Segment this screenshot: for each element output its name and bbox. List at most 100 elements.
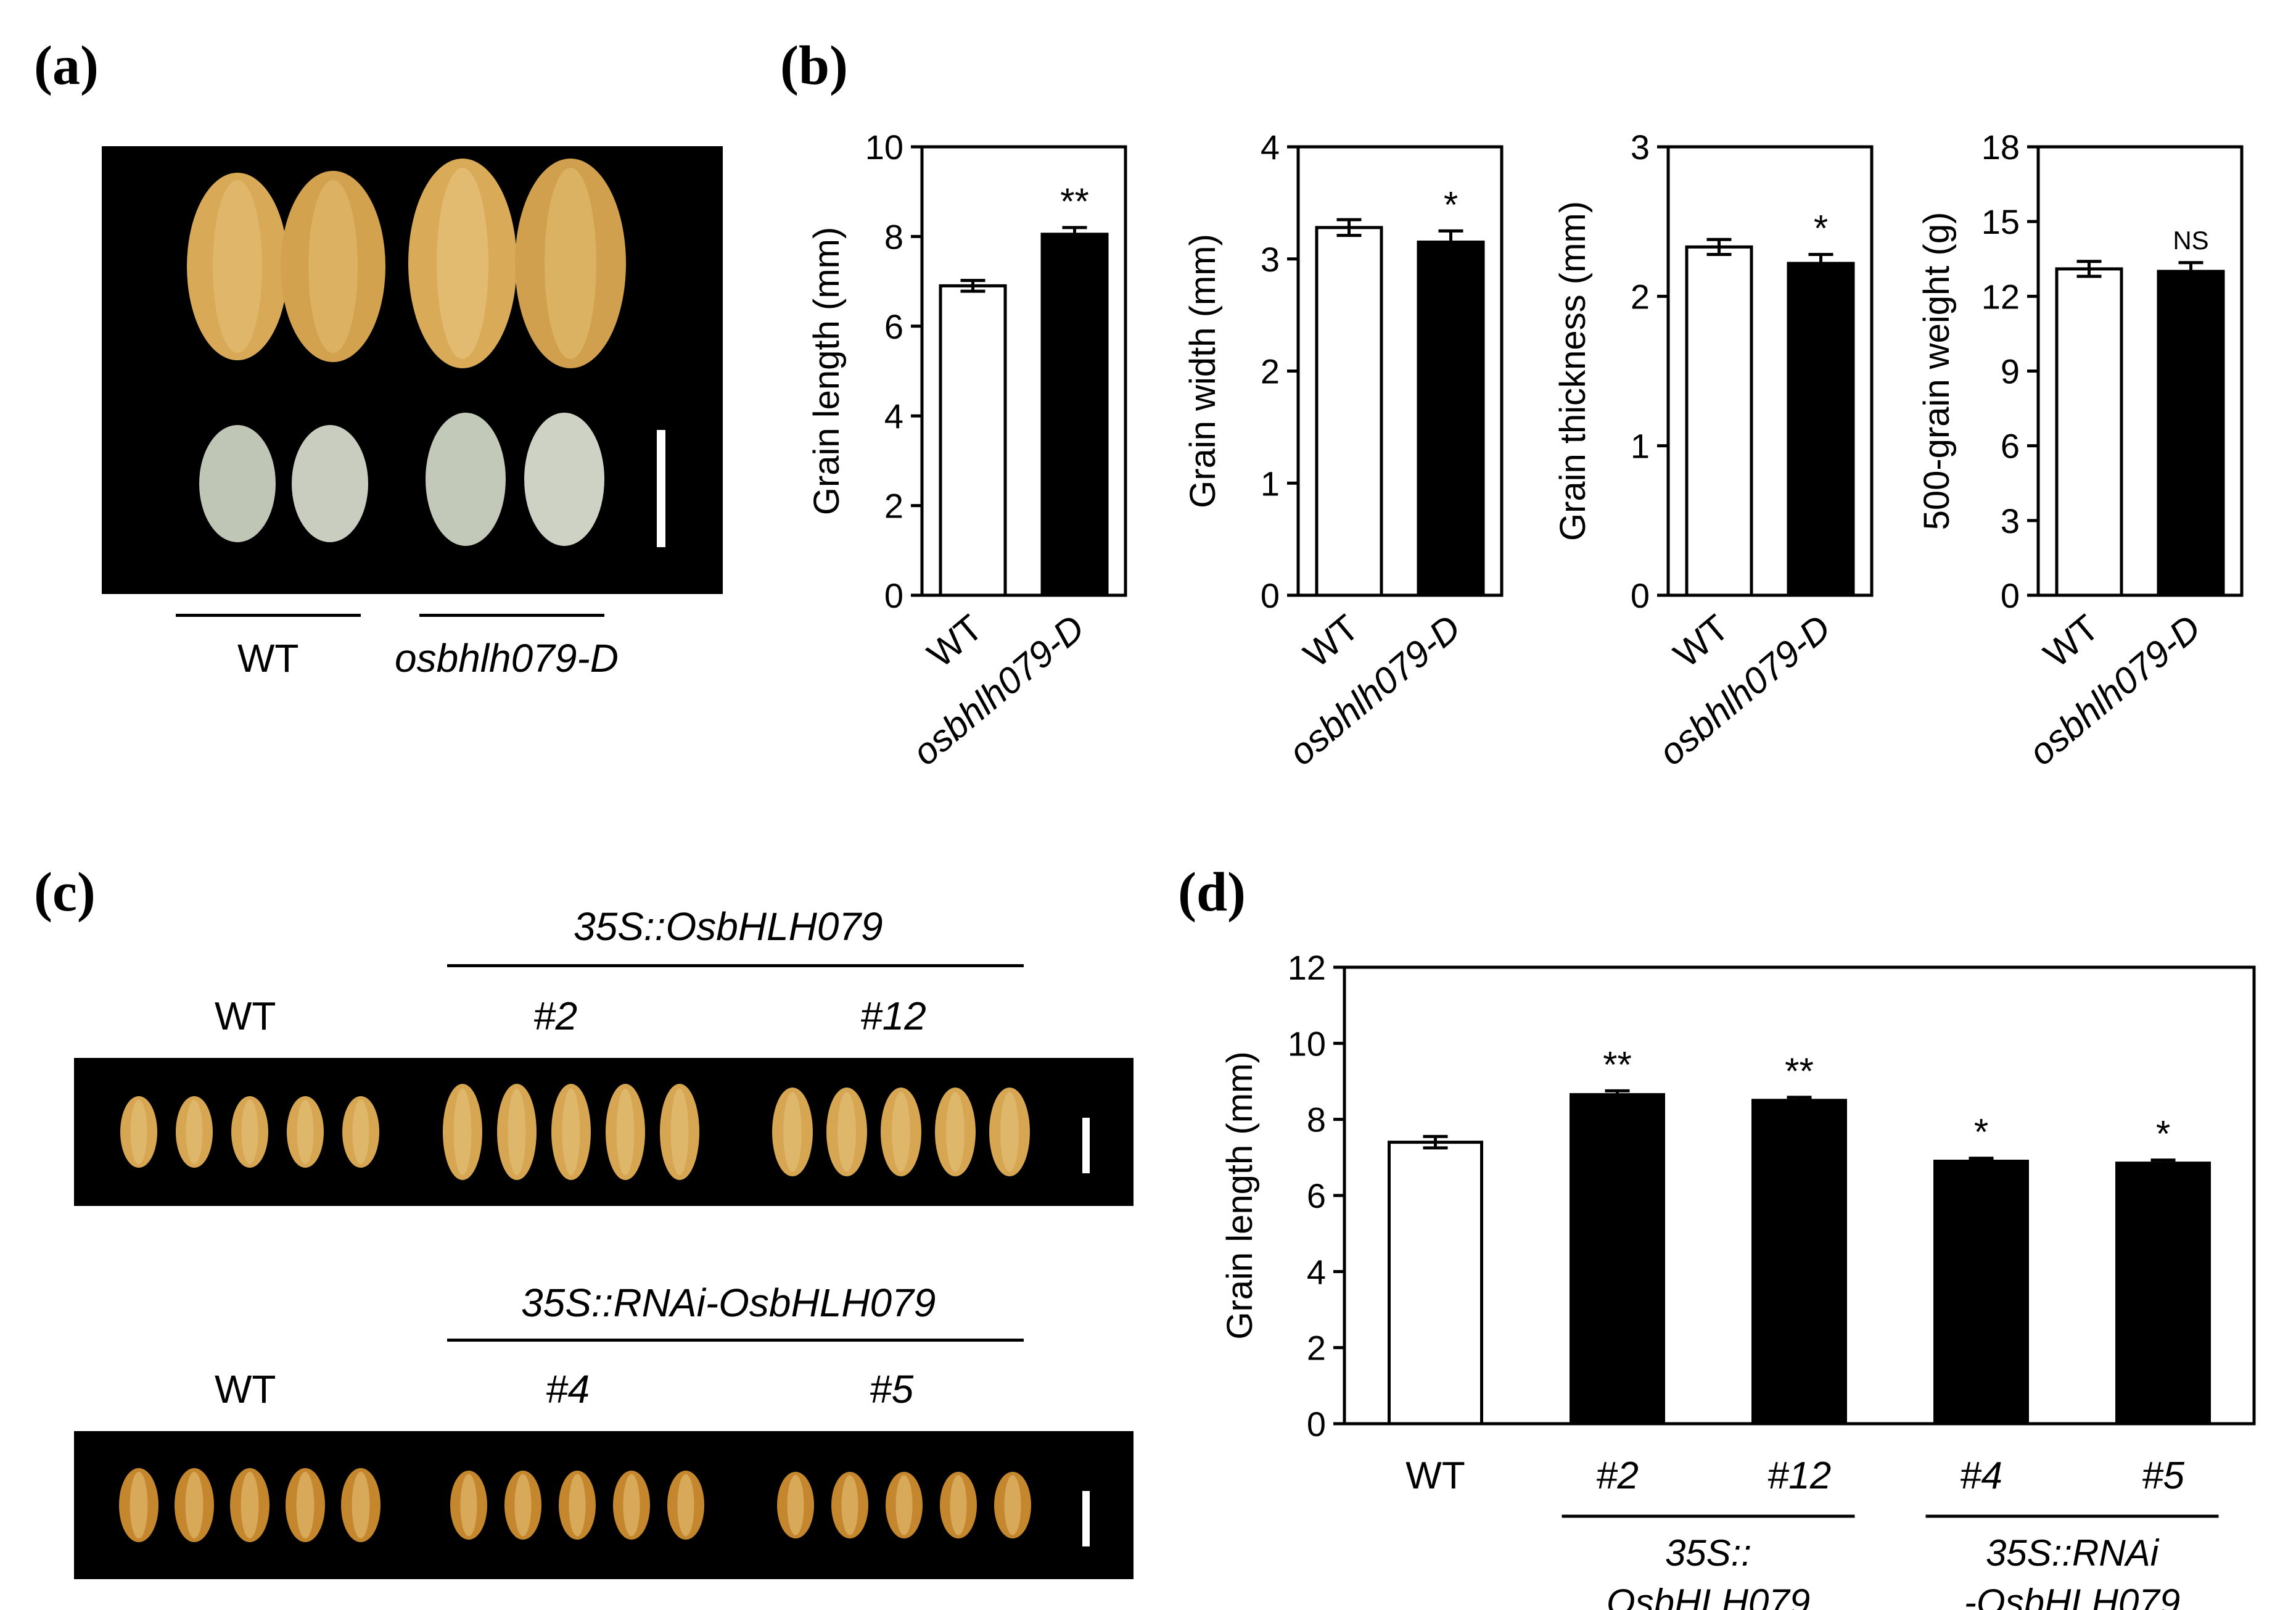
grain-highlight — [352, 1472, 370, 1538]
y-tick-label: 4 — [1261, 128, 1280, 167]
grain-highlight — [783, 1092, 802, 1172]
y-tick-label: 8 — [884, 217, 903, 256]
chart-transgenic-grain-length: 0 2 4 6 8 10 12 Grain length (mm) WT ** #2 ** #12 * #4… — [1220, 948, 2256, 1610]
grain-highlight — [895, 1475, 913, 1535]
panel-c-label: (c) — [34, 862, 96, 923]
chart-grain-thickness: 0 1 2 3 Grain thickness (mm) WT * osbhlh079-D — [1553, 128, 1874, 774]
scale-bar — [657, 430, 665, 547]
grain-highlight — [892, 1092, 910, 1172]
mutant-caption-a: osbhlh079-D — [395, 636, 619, 680]
y-tick-label: 3 — [1631, 128, 1650, 167]
y-tick-label: 12 — [1981, 277, 2020, 316]
y-tick-label: 0 — [2001, 576, 2020, 615]
x-tick-label: WT — [920, 607, 990, 675]
grain-highlight — [569, 1474, 586, 1537]
y-tick-label: 2 — [1261, 352, 1280, 391]
bar — [1685, 245, 1753, 597]
rnai-line-4-label: #4 — [546, 1367, 590, 1411]
significance-label: * — [1814, 207, 1828, 249]
grain-highlight — [562, 1088, 580, 1176]
panel-a-label: (a) — [34, 35, 99, 96]
wt-label-c-bottom: WT — [215, 1367, 276, 1411]
bar — [1751, 1099, 1847, 1426]
grain-highlight — [186, 1099, 203, 1165]
bar — [1388, 1141, 1483, 1426]
group-label-rnai-line1: 35S::RNAi — [1986, 1532, 2160, 1574]
x-tick-label: osbhlh079-D — [2021, 607, 2208, 774]
x-tick-label: WT — [1666, 607, 1737, 675]
grain-highlight — [950, 1475, 967, 1535]
grain-highlight — [352, 1099, 369, 1165]
y-axis-label: Grain width (mm) — [1183, 234, 1223, 508]
y-tick-label: 2 — [884, 487, 903, 526]
grain-highlight — [623, 1474, 640, 1537]
x-tick-label: #12 — [1767, 1455, 1831, 1497]
grain-highlight — [130, 1472, 148, 1538]
significance-label: * — [1444, 184, 1458, 225]
grain-highlight — [946, 1092, 965, 1172]
oe-line-12-label: #12 — [860, 994, 926, 1038]
oe-construct-label: 35S::OsbHLH079 — [574, 904, 883, 949]
group-label-overexpression-line1: 35S:: — [1665, 1532, 1751, 1574]
grain-highlight — [837, 1092, 856, 1172]
y-axis-label: Grain length (mm) — [807, 227, 847, 515]
grain-highlight — [297, 1099, 314, 1165]
grain-highlight — [241, 1472, 259, 1538]
chart-grain-width: 0 1 2 3 4 Grain width (mm) WT * osbhlh079-D — [1183, 128, 1504, 774]
x-tick-label: osbhlh079-D — [905, 607, 1092, 774]
y-tick-label: 2 — [1307, 1329, 1326, 1368]
y-tick-label: 0 — [1307, 1405, 1326, 1443]
chart-grain-length: 0 2 4 6 8 10 Grain length (mm) WT ** osbhlh079-D — [807, 128, 1127, 774]
significance-label: NS — [2173, 226, 2208, 255]
grain-highlight — [1004, 1475, 1021, 1535]
significance-label: ** — [1785, 1051, 1814, 1092]
mutant-group-line-a — [419, 614, 604, 617]
rnai-line-5-label: #5 — [870, 1367, 914, 1411]
bar — [1570, 1093, 1665, 1426]
grain-highlight — [241, 1099, 258, 1165]
panel-a-photo — [102, 146, 723, 594]
y-axis-label: Grain length (mm) — [1220, 1051, 1260, 1339]
grain-highlight — [670, 1088, 689, 1176]
wt-label-c-top: WT — [215, 994, 276, 1038]
y-tick-label: 3 — [1261, 240, 1280, 279]
bar — [1315, 226, 1383, 597]
bar — [1417, 240, 1485, 597]
rnai-construct-label: 35S::RNAi-OsbHLH079 — [521, 1281, 936, 1325]
grain-highlight — [460, 1474, 477, 1537]
bar — [2055, 267, 2123, 597]
grain-highlight — [1000, 1092, 1019, 1172]
x-tick-label: osbhlh079-D — [1281, 607, 1468, 774]
y-tick-label: 2 — [1631, 277, 1650, 316]
grain-highlight — [185, 1472, 204, 1538]
x-tick-label: WT — [1405, 1455, 1465, 1497]
y-tick-label: 12 — [1288, 948, 1326, 987]
y-tick-label: 8 — [1307, 1100, 1326, 1139]
scale-bar — [1082, 1491, 1090, 1546]
grain-photo-a — [187, 159, 665, 547]
x-tick-label: #4 — [1960, 1455, 2002, 1497]
grain-row-overexpression — [120, 1084, 1090, 1180]
x-tick-label: WT — [2036, 607, 2107, 675]
grain-highlight — [677, 1474, 694, 1537]
panel-b-label: (b) — [780, 35, 848, 96]
grain-highlight — [514, 1474, 532, 1537]
panel-d-label: (d) — [1178, 862, 1246, 923]
plot-frame — [1666, 145, 1874, 597]
y-tick-label: 6 — [2001, 427, 2020, 466]
y-tick-label: 6 — [884, 307, 903, 346]
grain-highlight — [296, 1472, 315, 1538]
wt-husked-grains — [187, 171, 385, 362]
mutant-husked-grains — [408, 159, 626, 368]
oe-construct-line — [447, 964, 1024, 967]
y-tick-label: 1 — [1631, 427, 1650, 466]
y-axis-label: Grain thickness (mm) — [1553, 201, 1593, 541]
bar — [1040, 233, 1109, 597]
bar — [1933, 1160, 2029, 1426]
x-tick-label: osbhlh079-D — [1651, 607, 1838, 774]
y-tick-label: 9 — [2001, 352, 2020, 391]
bar — [2115, 1162, 2211, 1426]
oe-line-2-label: #2 — [533, 994, 578, 1038]
significance-label: ** — [1060, 181, 1089, 222]
grain-highlight — [616, 1088, 635, 1176]
